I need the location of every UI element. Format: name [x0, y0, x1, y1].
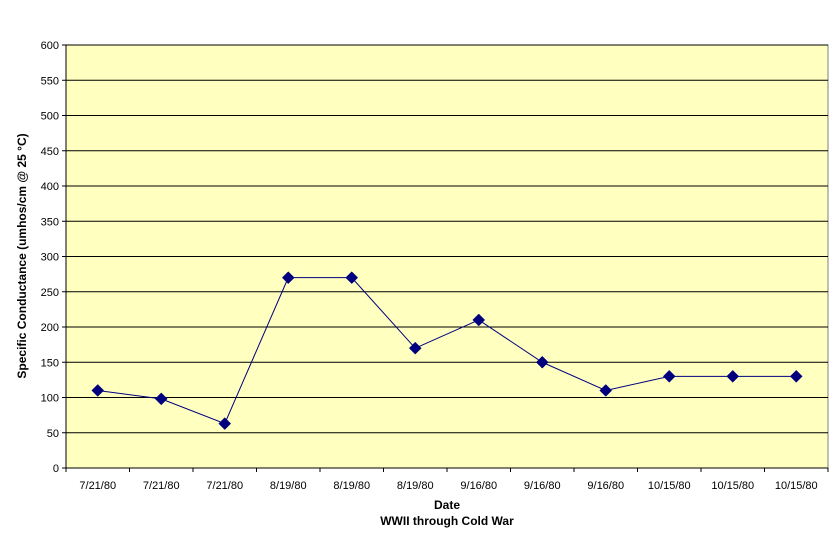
data-point-marker	[535, 355, 549, 369]
x-tick-label: 7/21/80	[143, 480, 180, 492]
series-group	[91, 271, 803, 430]
data-point-marker	[472, 313, 486, 327]
data-point-marker	[662, 369, 676, 383]
y-axis-title: Specific Conductance (umhos/cm @ 25 °C)	[15, 133, 29, 378]
axes	[62, 44, 829, 472]
series-line	[97, 277, 797, 425]
data-point-marker	[599, 384, 613, 397]
x-tick-label: 9/16/80	[587, 480, 624, 492]
y-tick-label: 400	[41, 181, 59, 193]
x-tick-label: 7/21/80	[79, 480, 116, 492]
x-axis-subtitle: WWII through Cold War	[380, 514, 514, 528]
x-tick-label: 10/15/80	[648, 480, 691, 492]
x-tick-label: 7/21/80	[206, 480, 243, 492]
y-tick-label: 50	[47, 428, 59, 440]
y-tick-label: 250	[41, 287, 59, 299]
y-tick-label: 600	[41, 40, 59, 52]
data-point-marker	[91, 384, 105, 397]
y-tick-label: 300	[41, 252, 59, 264]
y-tick-labels: 0 50 100 150 200 250 300 350 400 450 500 550 600	[41, 40, 59, 475]
data-point-marker	[281, 271, 295, 285]
x-tick-labels: 7/21/80 7/21/80 7/21/80 8/19/80 8/19/80 8/19/…	[79, 480, 817, 492]
x-tick-label: 9/16/80	[460, 480, 497, 492]
data-point-marker	[408, 341, 422, 355]
y-tick-label: 350	[41, 216, 59, 228]
x-tick-label: 9/16/80	[524, 480, 561, 492]
data-point-marker	[789, 369, 803, 383]
y-tick-label: 550	[41, 75, 59, 87]
y-tick-label: 100	[41, 393, 59, 405]
data-point-marker	[726, 369, 740, 383]
data-point-marker	[218, 417, 232, 430]
y-tick-label: 200	[41, 322, 59, 334]
data-point-marker	[154, 392, 168, 406]
x-tick-label: 8/19/80	[270, 480, 307, 492]
y-tick-label: 450	[41, 146, 59, 158]
y-tick-label: 0	[53, 463, 59, 475]
x-tick-label: 10/15/80	[711, 480, 754, 492]
y-tick-label: 150	[41, 357, 59, 369]
y-tick-label: 500	[41, 111, 59, 123]
gridlines	[66, 44, 828, 434]
data-point-marker	[345, 271, 359, 285]
x-tick-label: 8/19/80	[333, 480, 370, 492]
x-tick-label: 10/15/80	[775, 480, 818, 492]
x-axis-title: Date	[434, 498, 460, 512]
x-tick-label: 8/19/80	[397, 480, 434, 492]
